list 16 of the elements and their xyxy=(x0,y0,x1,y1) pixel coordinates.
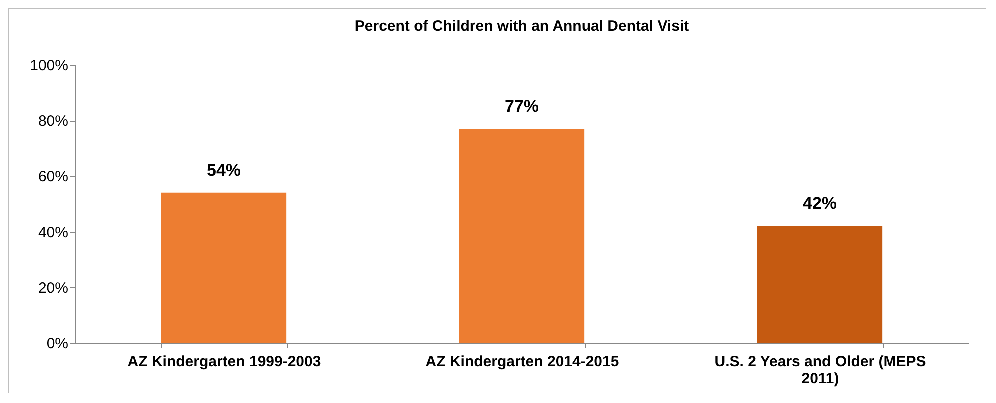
y-tick-label: 0% xyxy=(46,336,68,352)
data-label: 54% xyxy=(206,160,242,180)
x-tick-label: U.S. 2 Years and Older (MEPS 2011) xyxy=(714,354,926,388)
x-tick-label: AZ Kindergarten 1999-2003 xyxy=(128,354,322,370)
y-tick-label: 20% xyxy=(38,280,68,297)
bar xyxy=(757,226,883,343)
y-tick-label: 60% xyxy=(38,168,68,186)
bar xyxy=(459,128,585,343)
y-tick-label: 40% xyxy=(38,224,68,242)
x-tick-label: AZ Kindergarten 2014-2015 xyxy=(426,354,620,370)
data-label: 42% xyxy=(802,194,838,214)
chart-title: Percent of Children with an Annual Dental Visit xyxy=(354,18,690,35)
y-tick-label: 80% xyxy=(38,113,68,130)
bar xyxy=(161,192,287,343)
y-tick-label: 100% xyxy=(30,58,68,74)
data-label: 77% xyxy=(504,96,540,116)
